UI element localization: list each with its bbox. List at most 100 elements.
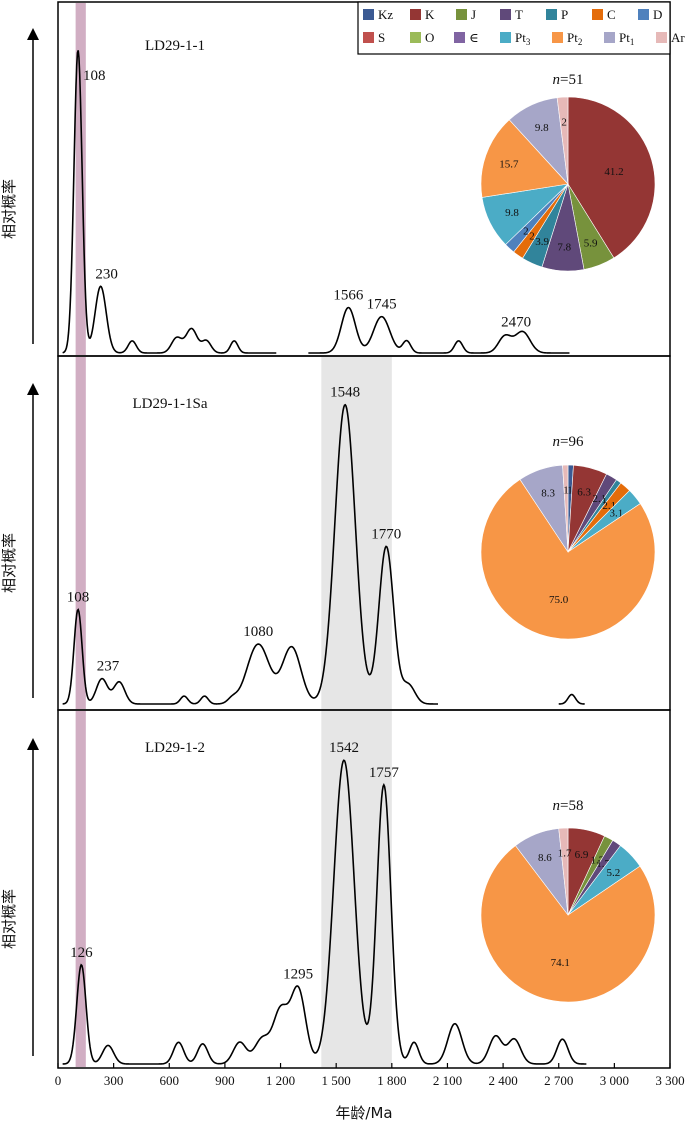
sample-count-label: n=51 bbox=[553, 72, 584, 88]
purple-band-panel-3 bbox=[75, 711, 86, 1067]
panel-title: LD29-1-1 bbox=[145, 38, 205, 54]
purple-band-panel-1 bbox=[75, 3, 86, 355]
legend-swatch-t bbox=[500, 9, 511, 20]
peak-label: 1566 bbox=[333, 288, 364, 304]
x-tick-label: 2 700 bbox=[544, 1073, 573, 1088]
pie-slice-ar bbox=[562, 464, 569, 553]
legend-swatch-pt2 bbox=[552, 32, 563, 43]
pie-slice-label: 3.9 bbox=[535, 236, 549, 248]
y-axis-label: 相对概率 bbox=[0, 179, 18, 239]
pie-slice-label: 9.8 bbox=[535, 122, 549, 134]
pie-slice-k bbox=[567, 96, 656, 259]
pie-slice-ar bbox=[556, 96, 569, 185]
legend-label: J bbox=[471, 7, 476, 22]
peak-label: 230 bbox=[95, 266, 118, 282]
highlight-bands bbox=[75, 3, 392, 1067]
peak-label: 108 bbox=[83, 68, 106, 84]
pie-slice-ar bbox=[558, 827, 569, 916]
x-tick-label: 0 bbox=[55, 1073, 62, 1088]
pie-slice-label: 41.2 bbox=[604, 166, 623, 178]
legend-label: Kz bbox=[378, 7, 393, 22]
probability-curves bbox=[62, 50, 587, 1065]
x-tick-label: 2 400 bbox=[488, 1073, 517, 1088]
peak-label: 1770 bbox=[371, 526, 401, 542]
probability-curve-2 bbox=[62, 403, 585, 705]
legend-swatch-p bbox=[546, 9, 557, 20]
legend-label: C bbox=[607, 7, 616, 22]
pie-slice-label: 8.6 bbox=[538, 852, 552, 864]
legend-swatch-ar bbox=[656, 32, 667, 43]
purple-band-panel-2 bbox=[75, 357, 86, 709]
legend-swatch-pt1 bbox=[604, 32, 615, 43]
pie-slice-label: 6.3 bbox=[577, 486, 591, 498]
pie-slice-pt2 bbox=[480, 845, 656, 1003]
x-axis-label: 年龄/Ma bbox=[335, 1104, 392, 1122]
pie-slice-pt2 bbox=[480, 479, 656, 640]
pie-slice-label: 8.3 bbox=[541, 488, 555, 500]
legend-swatch-kz bbox=[363, 9, 374, 20]
legend-swatch-j bbox=[456, 9, 467, 20]
x-tick-label: 3 000 bbox=[600, 1073, 629, 1088]
pie-slice-label: 2 bbox=[523, 225, 529, 237]
legend: Kz K J T P C DS O ∈ Pt3 Pt2 Pt1 Ar bbox=[357, 1, 685, 55]
peak-label: 1548 bbox=[330, 385, 360, 401]
legend-label: T bbox=[515, 7, 523, 22]
pie-slice-label: 74.1 bbox=[551, 957, 570, 969]
peak-label: 1080 bbox=[243, 624, 273, 640]
pie-slice-label: 6.9 bbox=[575, 849, 589, 861]
x-tick-label: 900 bbox=[215, 1073, 235, 1088]
pie-slice-label: 9.8 bbox=[505, 207, 519, 219]
peak-label: 2470 bbox=[501, 315, 531, 331]
legend-label: P bbox=[561, 7, 568, 22]
legend-swatch-d bbox=[638, 9, 649, 20]
legend-swatch-c bbox=[592, 9, 603, 20]
legend-swatch-s bbox=[363, 32, 374, 43]
x-tick-label: 1 200 bbox=[266, 1073, 295, 1088]
x-tick-label: 1 500 bbox=[322, 1073, 351, 1088]
peak-label: 126 bbox=[70, 945, 93, 961]
arrow-up-icon bbox=[27, 383, 39, 395]
peak-label: 1295 bbox=[283, 966, 313, 982]
probability-curve-1 bbox=[62, 50, 570, 354]
pie-slice-label: 7.8 bbox=[557, 242, 571, 254]
pie-slice-label: 3.1 bbox=[610, 507, 624, 519]
y-axis-label: 相对概率 bbox=[0, 889, 18, 949]
pie-slice-pt2 bbox=[480, 119, 569, 198]
legend-label: Ar bbox=[671, 30, 685, 45]
legend-swatch-∈ bbox=[454, 32, 465, 43]
probability-curve-3 bbox=[62, 759, 587, 1065]
legend-swatch-o bbox=[410, 32, 421, 43]
x-tick-label: 600 bbox=[160, 1073, 180, 1088]
legend-label: D bbox=[653, 7, 662, 22]
peak-label: 1745 bbox=[367, 297, 397, 313]
legend-swatch-k bbox=[410, 9, 421, 20]
legend-label: S bbox=[378, 30, 385, 45]
pie-slice-label: 1 bbox=[563, 484, 569, 496]
pie-slice-label: 2 bbox=[561, 116, 567, 128]
x-tick-label: 1 800 bbox=[377, 1073, 406, 1088]
x-tick-label: 2 100 bbox=[433, 1073, 462, 1088]
pie-slice-label: 75.0 bbox=[549, 594, 569, 606]
arrow-up-icon bbox=[27, 738, 39, 750]
pie-slice-label: 1.7 bbox=[558, 847, 572, 859]
arrow-up-icon bbox=[27, 28, 39, 40]
legend-label: K bbox=[425, 7, 435, 22]
pie-slice-label: 15.7 bbox=[499, 158, 519, 170]
panel-title: LD29-1-1Sa bbox=[133, 396, 208, 412]
pie-slice-label: 5.2 bbox=[607, 867, 621, 879]
legend-box bbox=[357, 1, 671, 55]
pie-slice-label: 1 bbox=[602, 496, 608, 508]
panel-title: LD29-1-2 bbox=[145, 740, 205, 756]
y-axis-label: 相对概率 bbox=[0, 533, 18, 593]
sample-count-label: n=96 bbox=[553, 434, 584, 450]
peak-label: 237 bbox=[97, 659, 120, 675]
peak-label: 1542 bbox=[329, 740, 359, 756]
pie-slice-label: 2 bbox=[529, 230, 535, 242]
panel-frame-3 bbox=[57, 709, 671, 1069]
legend-label: O bbox=[425, 30, 434, 45]
pie-slice-label: 1 bbox=[567, 484, 573, 496]
legend-label: ∈ bbox=[469, 30, 479, 45]
x-tick-label: 3 300 bbox=[655, 1073, 684, 1088]
